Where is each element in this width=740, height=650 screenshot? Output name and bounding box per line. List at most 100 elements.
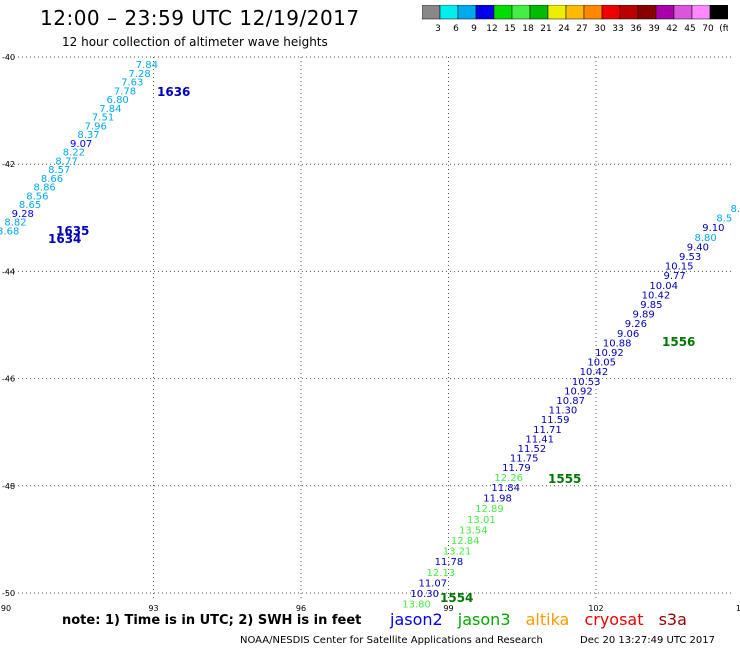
wave-height-label: 9.06 xyxy=(617,329,639,340)
wave-height-label: 10.04 xyxy=(649,281,678,292)
wave-height-label: 12.84 xyxy=(451,536,480,547)
wave-height-label: 13.80 xyxy=(402,600,431,611)
wave-height-label: 9.28 xyxy=(12,209,34,220)
wave-height-label: 10.87 xyxy=(556,396,585,407)
wave-height-label: 10.88 xyxy=(603,338,632,349)
wave-height-label: 10.15 xyxy=(665,262,694,273)
wave-height-label: 11.98 xyxy=(483,494,512,505)
wave-height-label: 10.42 xyxy=(642,290,671,301)
legend-jason3: jason3 xyxy=(457,610,511,629)
wave-height-label: 9.10 xyxy=(702,223,724,234)
scale-label: (ft) xyxy=(719,24,728,34)
map-grid xyxy=(6,56,734,598)
legend-cryosat: cryosat xyxy=(584,610,644,629)
scale-label: 70 xyxy=(702,24,714,34)
scale-label: 42 xyxy=(666,24,677,34)
lon-tick-label: 105 xyxy=(736,604,740,613)
wave-height-label: 7.96 xyxy=(85,121,107,132)
wave-height-label: 8.22 xyxy=(63,148,85,159)
generated-timestamp: Dec 20 13:27:49 UTC 2017 xyxy=(580,635,715,646)
legend-s3a: s3a xyxy=(658,610,687,629)
wave-height-label: 11.78 xyxy=(435,557,464,568)
wave-height-label: 7.63 xyxy=(121,78,143,89)
pass-id-label: 1554 xyxy=(440,591,473,605)
scale-label: 9 xyxy=(471,24,477,34)
lat-tick-label: -42 xyxy=(2,160,15,169)
scale-swatch xyxy=(709,5,728,20)
scale-label: 33 xyxy=(612,24,623,34)
wave-height-label: 11.75 xyxy=(510,454,539,465)
wave-height-label: 12.26 xyxy=(494,473,523,484)
map-subtitle: 12 hour collection of altimeter wave hei… xyxy=(62,35,328,49)
wave-height-label: 10.53 xyxy=(572,377,601,388)
wave-height-label: 10.92 xyxy=(595,348,624,359)
wave-height-label: 9.07 xyxy=(70,139,92,150)
credit-line: NOAA/NESDIS Center for Satellite Applica… xyxy=(240,635,543,646)
scale-label: 27 xyxy=(576,24,587,34)
wave-height-label: 11.52 xyxy=(518,444,547,455)
wave-height-label: 8.5 xyxy=(716,214,732,225)
lat-tick-label: -44 xyxy=(2,267,15,276)
wave-height-label: 9.40 xyxy=(687,242,709,253)
wave-height-label: 8.57 xyxy=(48,165,70,176)
wave-height-label: 11.79 xyxy=(502,463,531,474)
wave-height-label: 9.89 xyxy=(632,310,654,321)
wave-height-label: 8. xyxy=(730,204,740,215)
wave-height-label: 8.82 xyxy=(4,218,26,229)
lon-tick-label: 99 xyxy=(443,604,453,613)
pass-id-label: 1556 xyxy=(662,335,695,349)
wave-height-label: 12.89 xyxy=(475,504,504,515)
scale-label: 36 xyxy=(630,24,642,34)
satellite-legend: jason2 jason3 altika cryosat s3a xyxy=(390,610,697,629)
wave-height-label: 13.01 xyxy=(467,515,496,526)
wave-height-label: 8.68 xyxy=(0,226,19,237)
scale-label: 39 xyxy=(648,24,660,34)
wave-height-label: 8.37 xyxy=(77,130,99,141)
scale-label: 15 xyxy=(504,24,515,34)
wave-height-label: 11.59 xyxy=(541,415,570,426)
wave-height-label: 8.77 xyxy=(55,156,77,167)
wave-height-label: 9.85 xyxy=(640,300,662,311)
scale-label: 12 xyxy=(486,24,497,34)
wave-height-label: 8.56 xyxy=(26,191,48,202)
wave-height-label: 11.41 xyxy=(525,434,554,445)
wave-height-label: 7.28 xyxy=(128,69,150,80)
map-title: 12:00 – 23:59 UTC 12/19/2017 xyxy=(40,6,360,30)
wave-height-tracks: 7.847.287.637.786.807.847.517.968.379.07… xyxy=(0,60,740,611)
pass-id-label: 1635 xyxy=(56,224,89,238)
pass-id-label: 1634 xyxy=(48,232,81,246)
wave-height-label: 8.86 xyxy=(34,183,56,194)
pass-id-label: 1555 xyxy=(548,472,581,486)
wave-height-label: 11.30 xyxy=(549,406,578,417)
legend-altika: altika xyxy=(525,610,570,629)
wave-height-label: 10.05 xyxy=(587,358,616,369)
wave-height-label: 8.66 xyxy=(41,174,63,185)
scale-label: 6 xyxy=(453,24,459,34)
wave-height-label: 11.07 xyxy=(418,578,447,589)
wave-height-label: 11.71 xyxy=(533,425,562,436)
wave-height-label: 7.84 xyxy=(99,104,121,115)
wave-height-label: 7.78 xyxy=(114,86,136,97)
wave-height-label: 10.92 xyxy=(564,386,593,397)
wave-height-label: 10.42 xyxy=(580,367,609,378)
wave-height-label: 9.77 xyxy=(663,271,685,282)
pass-id-label: 1636 xyxy=(157,85,190,99)
lat-tick-label: -40 xyxy=(2,53,15,62)
scale-label: 45 xyxy=(684,24,695,34)
wave-height-label: 9.53 xyxy=(679,252,701,263)
lon-tick-label: 90 xyxy=(1,604,11,613)
scale-label: 30 xyxy=(594,24,606,34)
lon-tick-label: 96 xyxy=(296,604,306,613)
wave-height-label: 6.80 xyxy=(107,95,129,106)
scale-label: 21 xyxy=(540,24,551,34)
lat-tick-label: -46 xyxy=(2,375,15,384)
wave-height-label: 13.54 xyxy=(459,525,488,536)
wave-height-label: 9.26 xyxy=(625,319,647,330)
wave-height-label: 13.21 xyxy=(443,547,472,558)
wave-height-label: 12.13 xyxy=(427,568,456,579)
wave-height-label: 10.30 xyxy=(410,589,439,600)
scale-label: 24 xyxy=(558,24,570,34)
